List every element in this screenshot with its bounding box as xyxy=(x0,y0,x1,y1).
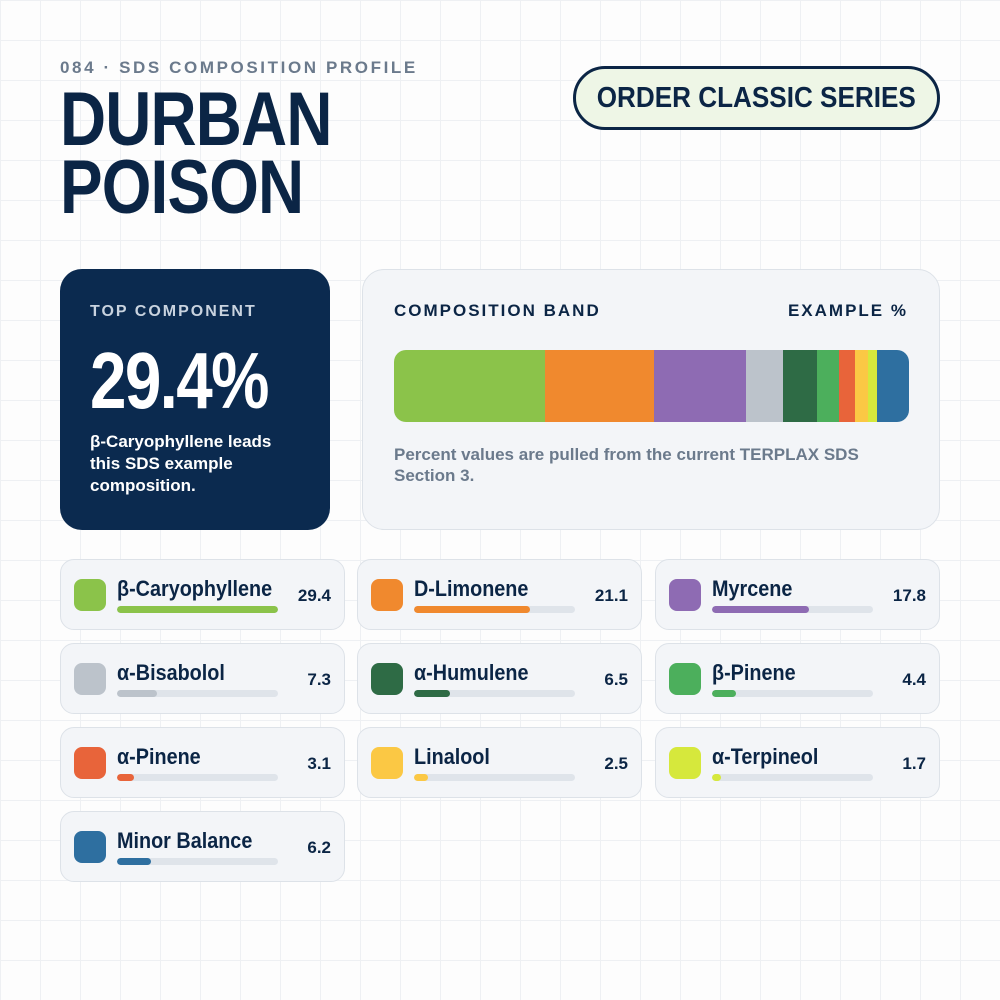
bar xyxy=(712,774,722,781)
bar xyxy=(414,606,530,613)
bar xyxy=(414,690,450,697)
value-label: 6.2 xyxy=(307,838,331,857)
component-name: α-Bisabolol xyxy=(117,660,225,685)
bar-track xyxy=(117,774,278,781)
component-name: Minor Balance xyxy=(117,828,253,853)
value-label: 21.1 xyxy=(594,586,628,605)
value-label: 3.1 xyxy=(307,754,331,773)
unit-label: EXAMPLE % xyxy=(787,301,908,320)
component-name: Myrcene xyxy=(712,576,793,601)
component-card: α-Bisabolol 7.3 xyxy=(60,643,345,714)
component-card: α-Humulene 6.5 xyxy=(357,643,642,714)
band-segment xyxy=(394,350,546,422)
component-name: α-Humulene xyxy=(414,660,529,685)
component-name: D-Limonene xyxy=(414,576,529,601)
swatch xyxy=(371,663,403,695)
band-segment xyxy=(545,350,655,422)
value-label: 17.8 xyxy=(892,586,926,605)
value-label: 7.3 xyxy=(307,670,331,689)
band-segment xyxy=(816,350,840,422)
component-card: α-Terpineol 1.7 xyxy=(655,727,940,798)
bar-track xyxy=(117,690,278,697)
component-card: D-Limonene 21.1 xyxy=(357,559,642,630)
band-note: Percent values are pulled from the curre… xyxy=(394,445,859,485)
top-value: 29.4% xyxy=(90,336,269,425)
swatch xyxy=(371,747,403,779)
band-card: COMPOSITION BAND EXAMPLE % Percent value… xyxy=(362,269,940,530)
band-segment xyxy=(839,350,856,422)
bar xyxy=(414,774,428,781)
bar xyxy=(712,606,810,613)
component-card: β-Pinene 4.4 xyxy=(655,643,940,714)
component-name: β-Caryophyllene xyxy=(117,576,273,601)
bar-track xyxy=(117,858,278,865)
component-card: α-Pinene 3.1 xyxy=(60,727,345,798)
bar-track xyxy=(712,606,873,613)
bar-track xyxy=(414,774,575,781)
swatch xyxy=(669,579,701,611)
component-name: α-Pinene xyxy=(117,744,201,769)
value-label: 6.5 xyxy=(604,670,628,689)
component-card: Linalool 2.5 xyxy=(357,727,642,798)
bar-track xyxy=(414,690,575,697)
bar xyxy=(117,606,278,613)
swatch xyxy=(74,579,106,611)
card-label: COMPOSITION BAND xyxy=(394,301,601,320)
bar-track xyxy=(712,774,873,781)
component-card: Myrcene 17.8 xyxy=(655,559,940,630)
value-label: 2.5 xyxy=(604,754,628,773)
top-note: β-Caryophyllene leads this SDS example c… xyxy=(90,432,272,495)
card-label: TOP COMPONENT xyxy=(90,303,257,320)
swatch xyxy=(669,663,701,695)
value-label: 1.7 xyxy=(902,754,926,773)
title: DURBAN POISON xyxy=(60,77,332,230)
top-component-card: TOP COMPONENT 29.4% β-Caryophyllene lead… xyxy=(60,269,330,530)
swatch xyxy=(74,747,106,779)
value-label: 4.4 xyxy=(902,670,926,689)
swatch xyxy=(74,663,106,695)
component-name: α-Terpineol xyxy=(712,744,819,769)
component-card: β-Caryophyllene 29.4 xyxy=(60,559,345,630)
bar xyxy=(117,774,134,781)
bar xyxy=(712,690,737,697)
bar-track xyxy=(712,690,873,697)
bar-track xyxy=(414,606,575,613)
band-segment xyxy=(654,350,746,422)
swatch xyxy=(74,831,106,863)
component-name: Linalool xyxy=(414,744,490,769)
bar-track xyxy=(117,606,278,613)
band-segment xyxy=(745,350,784,422)
band-segment xyxy=(855,350,869,422)
component-card: Minor Balance 6.2 xyxy=(60,811,345,882)
swatch xyxy=(371,579,403,611)
bar xyxy=(117,690,157,697)
band-segment xyxy=(877,350,909,422)
band-segment xyxy=(868,350,878,422)
kicker: 084 · SDS COMPOSITION PROFILE xyxy=(60,58,418,77)
composition-band xyxy=(394,350,909,422)
order-button[interactable]: ORDER CLASSIC SERIES xyxy=(573,66,940,130)
button-label[interactable]: ORDER CLASSIC SERIES xyxy=(596,81,917,114)
band-segment xyxy=(783,350,817,422)
value-label: 29.4 xyxy=(297,586,331,605)
swatch xyxy=(669,747,701,779)
bar xyxy=(117,858,151,865)
component-name: β-Pinene xyxy=(712,660,796,685)
